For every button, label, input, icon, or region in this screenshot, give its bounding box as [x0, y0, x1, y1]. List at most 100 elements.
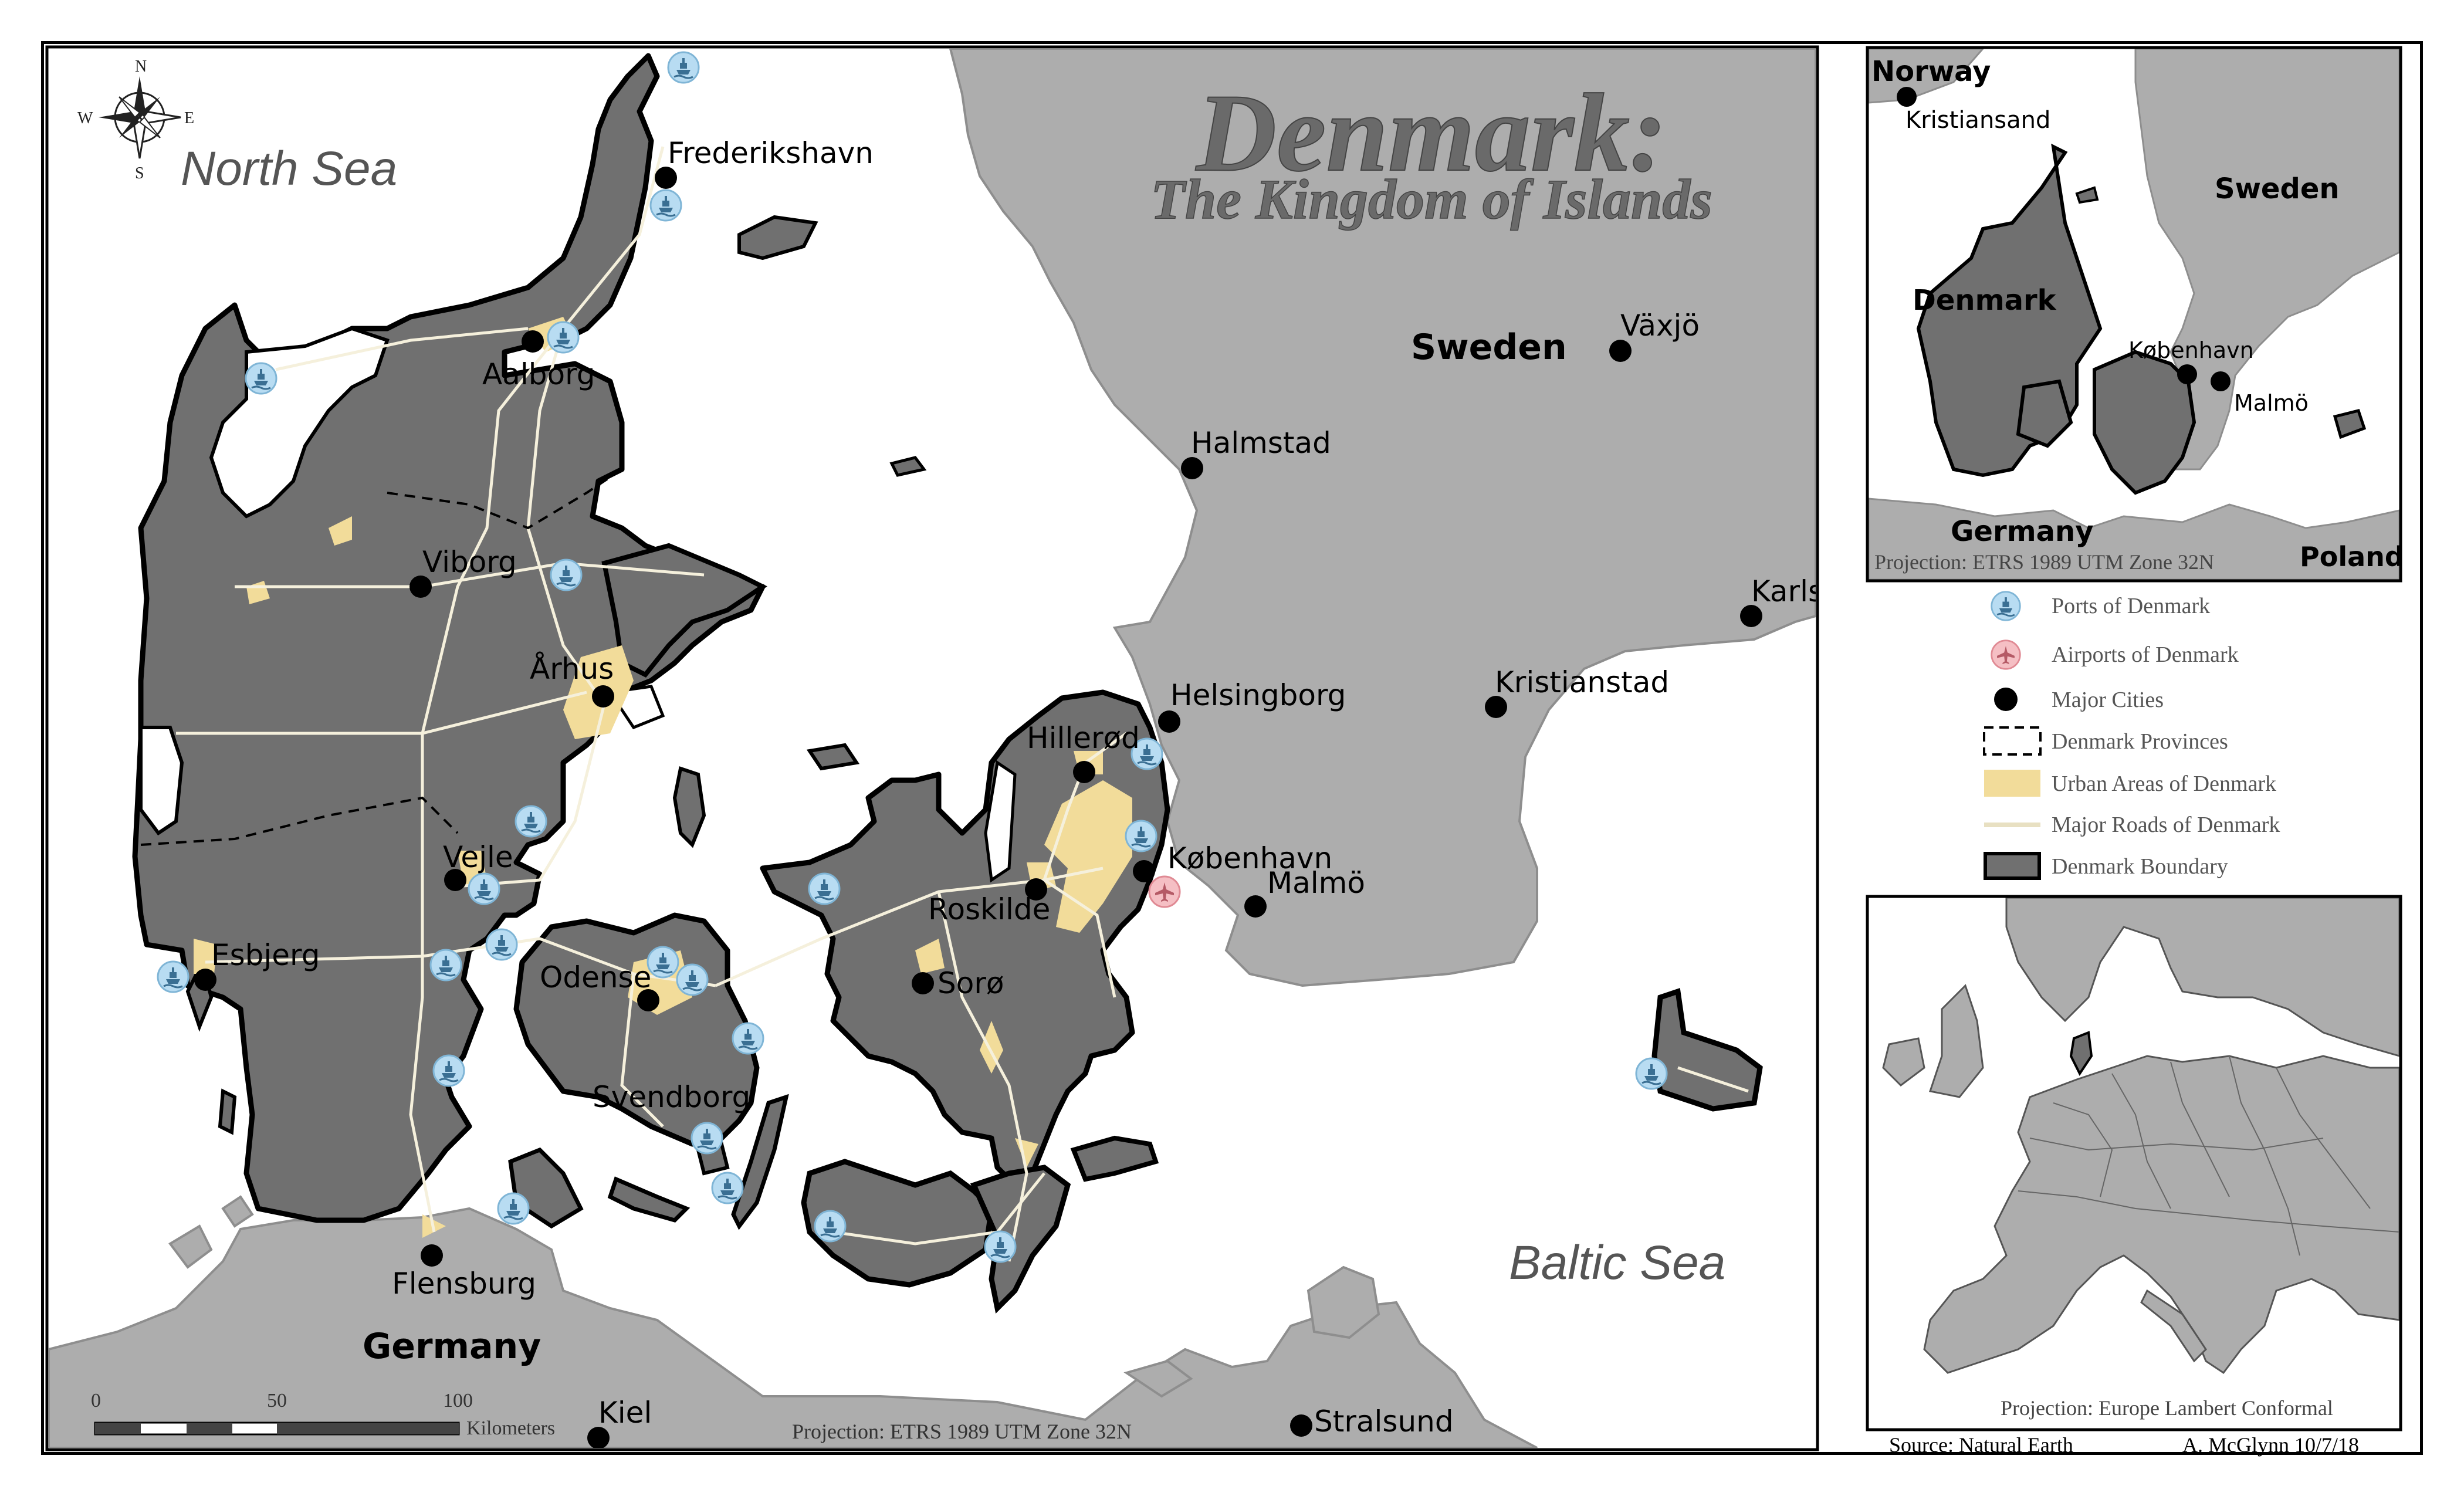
legend-label-cities: Major Cities: [2052, 688, 2164, 712]
port-icon: [647, 946, 679, 979]
legend-boundary-swatch-icon: [1984, 852, 2041, 880]
anholt-island: [889, 456, 927, 477]
city-dot-stralsund: [1290, 1414, 1312, 1437]
mon-island: [1070, 1135, 1159, 1182]
map-title: Denmark:: [1195, 72, 1667, 195]
port-icon: [468, 872, 500, 905]
label-arhus: Århus: [530, 652, 614, 686]
map-frame: [41, 41, 2423, 1455]
small-island-1: [168, 1224, 213, 1269]
scale-tick-0: 0: [91, 1390, 101, 1412]
city-dot-karls: [1740, 605, 1762, 627]
inset-label-kobenhavn: København: [2128, 337, 2254, 363]
small-island-2: [221, 1195, 254, 1228]
label-malmo: Malmö: [1267, 866, 1365, 900]
fehmarn-island: [1123, 1359, 1193, 1398]
port-icon: [485, 928, 518, 961]
scale-bar: 0 50 100 Kilometers: [91, 1390, 555, 1439]
scale-unit: Kilometers: [466, 1417, 555, 1439]
label-frederikshavn: Frederikshavn: [668, 136, 874, 170]
city-dot-malmo: [1244, 895, 1267, 918]
port-icon: [984, 1230, 1017, 1263]
laeso-island: [737, 215, 818, 260]
inset-norway: [1869, 49, 1984, 104]
province-borders: [140, 468, 623, 846]
city-dot-kobenhavn: [1133, 860, 1155, 882]
svg-text:N: N: [135, 57, 147, 76]
map-subtitle: The Kingdom of Islands: [1150, 168, 1712, 231]
europe-borders: [2018, 1055, 2399, 1256]
romo-island: [218, 1088, 237, 1135]
city-dot-hillerod: [1073, 761, 1095, 783]
rugen-island: [1307, 1265, 1380, 1339]
legend-airport-icon: [1991, 639, 2021, 670]
footer-source: Source: Natural Earth: [1889, 1433, 2073, 1457]
port-icon: [732, 1022, 764, 1055]
port-icon: [432, 1054, 465, 1087]
city-dot-soro: [912, 972, 934, 994]
city-dot-helsingborg: [1158, 710, 1180, 733]
label-baltic-sea: Baltic Sea: [1509, 1236, 1725, 1289]
label-north-sea: North Sea: [181, 142, 397, 195]
legend: Ports of Denmark Airports of Denmark Maj…: [1983, 591, 2280, 880]
main-projection-note: Projection: ETRS 1989 UTM Zone 32N: [792, 1420, 1132, 1443]
label-hillerod: Hillerød: [1027, 721, 1140, 755]
port-icon: [550, 559, 583, 591]
port-icon: [515, 805, 547, 838]
legend-label-provinces: Denmark Provinces: [2052, 729, 2228, 754]
legend-city-dot-icon: [1994, 688, 2018, 711]
sejero-island: [806, 743, 860, 771]
label-kobenhavn: København: [1167, 841, 1332, 875]
europe-scandinavia: [2005, 898, 2399, 1057]
europe-italy: [2140, 1289, 2207, 1363]
inset-bornholm: [2333, 409, 2367, 439]
inset-label-poland: Poland: [2300, 541, 2404, 573]
sweden-landmass: [949, 49, 1816, 987]
label-odense: Odense: [540, 960, 651, 994]
label-kristianstad: Kristianstad: [1495, 665, 1669, 699]
inset-region-projection: Projection: ETRS 1989 UTM Zone 32N: [1874, 550, 2214, 574]
svg-text:S: S: [135, 164, 144, 182]
inset-label-malmo: Malmö: [2234, 390, 2309, 416]
label-sweden: Sweden: [1411, 327, 1567, 368]
inset-label-kristiansand: Kristiansand: [1905, 107, 2050, 134]
city-dot-kiel: [587, 1427, 610, 1448]
legend-label-ports: Ports of Denmark: [2052, 594, 2210, 618]
city-labels: Frederikshavn Aalborg Viborg Århus Vejle…: [211, 136, 1823, 1439]
inset-europe-projection: Projection: Europe Lambert Conformal: [2001, 1396, 2333, 1420]
label-svendborg: Svendborg: [593, 1080, 750, 1114]
isefjord-water: [984, 760, 1017, 883]
scale-tick-100: 100: [443, 1390, 473, 1412]
label-stralsund: Stralsund: [1314, 1404, 1454, 1439]
falster: [970, 1165, 1071, 1314]
city-dot-vaxjo: [1609, 340, 1632, 362]
inset-label-sweden: Sweden: [2215, 172, 2340, 205]
legend-port-icon: [1991, 591, 2021, 621]
scale-tick-50: 50: [267, 1390, 287, 1412]
inset-laeso: [2075, 186, 2099, 204]
inset-city-dot-kristiansand: [1897, 87, 1917, 107]
legend-dashed-box-icon: [1983, 726, 2042, 756]
inset-germany-poland: [1869, 497, 2399, 580]
city-dot-frederikshavn: [655, 167, 677, 189]
svg-text:E: E: [184, 109, 194, 127]
label-germany: Germany: [363, 1326, 541, 1367]
city-dot-arhus: [592, 685, 614, 708]
main-map-border: [45, 45, 1819, 1451]
inset-label-denmark: Denmark: [1913, 284, 2057, 317]
label-helsingborg: Helsingborg: [1170, 678, 1346, 712]
europe-denmark: [2069, 1031, 2093, 1076]
label-halmstad: Halmstad: [1191, 426, 1331, 460]
city-dot-viborg: [409, 576, 432, 598]
label-karls: Karls: [1751, 574, 1823, 608]
label-esbjerg: Esbjerg: [211, 938, 320, 972]
port-icon: [814, 1210, 847, 1243]
main-map: Frederikshavn Aalborg Viborg Århus Vejle…: [49, 49, 1823, 1448]
legend-label-urban: Urban Areas of Denmark: [2052, 771, 2276, 796]
cities-layer: [194, 167, 1762, 1448]
europe-great-britain: [1929, 984, 1984, 1098]
port-icon: [691, 1122, 723, 1155]
label-roskilde: Roskilde: [928, 892, 1050, 926]
legend-urban-swatch-icon: [1984, 770, 2040, 797]
